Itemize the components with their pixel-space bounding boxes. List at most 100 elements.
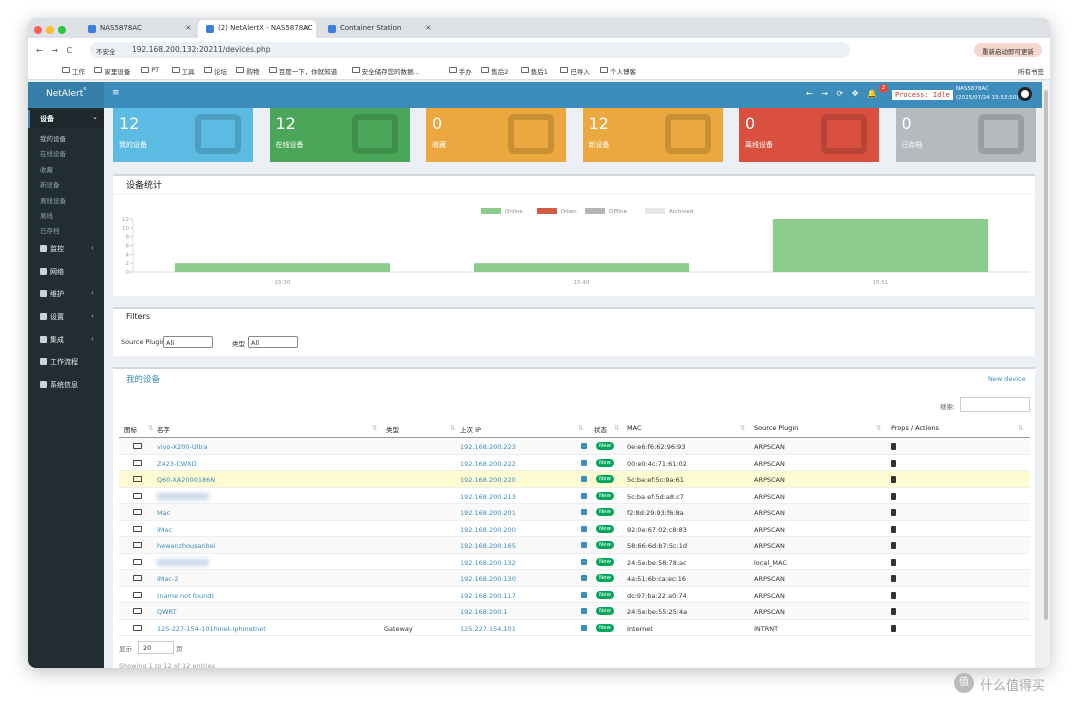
bookmark[interactable]: 手办 [448,66,472,76]
device-name[interactable]: Mac [157,509,171,517]
table-row[interactable] [119,487,1030,504]
menu-toggle[interactable]: ≡ [112,88,120,98]
device-ip[interactable]: 192.168.200.213 [460,492,516,501]
delete-icon[interactable] [891,558,896,566]
bookmark[interactable]: 已导入 [560,66,590,76]
update-button[interactable]: 重新启动即可更新 [974,43,1042,57]
bookmark[interactable]: 购物 [236,66,259,76]
sidebar-subitem[interactable]: 已存档 [40,227,60,236]
bookmark[interactable]: 售后1 [520,66,548,76]
browser-tab[interactable]: (2) NetAlertX - NAS5878AC × [198,20,316,38]
sidebar-item[interactable]: 集成 [50,336,64,344]
stat-tile[interactable]: 0 离线设备 [739,108,879,162]
new-device-link[interactable]: New device [988,375,1026,383]
sidebar-item[interactable]: 工作流程 [50,358,78,366]
device-name[interactable]: iMac-2 [157,575,179,583]
table-row[interactable] [119,471,1030,488]
sidebar-subitem[interactable]: 新设备 [40,181,60,190]
device-ip[interactable]: 192.168.200.165 [460,542,516,550]
sidebar-item[interactable]: 监控 [50,245,64,253]
device-name[interactable]: iMac [157,525,172,534]
sidebar-item[interactable]: 系统信息 [50,381,78,389]
bookmark[interactable]: 工具 [171,66,195,76]
device-ip[interactable]: 192.168.200.222 [460,459,516,468]
sidebar-item[interactable]: 设置 [50,313,64,321]
search-input[interactable] [960,397,1030,412]
table-row[interactable] [119,504,1030,521]
column-header[interactable]: Props / Actions [891,424,939,432]
delete-icon[interactable] [891,542,896,549]
bookmark[interactable]: 工作 [62,66,85,76]
browser-tab[interactable]: NAS5878AC × [80,20,198,38]
sidebar-subitem[interactable]: 在线设备 [40,150,66,159]
delete-icon[interactable] [891,591,896,599]
stat-tile[interactable]: 0 收藏 [426,108,566,162]
url-field[interactable]: 不安全 192.168.200.132:20211/devices.php [90,42,850,58]
filter-select[interactable]: All [248,336,298,348]
device-ip[interactable]: 192.168.200.1 [460,608,508,616]
delete-icon[interactable] [891,459,896,467]
sidebar-item[interactable]: 维护 [50,290,64,298]
bookmark[interactable]: 论坛 [204,66,227,76]
column-header[interactable]: 图标 [124,426,137,434]
delete-icon[interactable] [891,476,896,483]
delete-icon[interactable] [891,509,896,516]
all-bookmarks[interactable]: 所有书签 [1018,68,1044,76]
device-ip[interactable]: 192.168.200.132 [460,558,516,567]
device-name[interactable]: QWRT [157,608,177,616]
bookmark[interactable]: 售后2 [481,66,508,76]
device-ip[interactable]: 192.168.200.223 [460,443,516,451]
sidebar-subitem[interactable]: 我的设备 [40,135,66,143]
stat-tile[interactable]: 12 新设备 [582,108,723,162]
table-row[interactable] [119,619,1030,636]
sidebar-subitem[interactable]: 离线 [40,212,53,220]
sidebar-subitem[interactable]: 离线设备 [40,196,66,205]
column-header[interactable]: 名字 [157,426,170,434]
bookmark[interactable]: PT [141,66,159,74]
delete-icon[interactable] [891,525,896,533]
bookmark[interactable]: 个人博客 [600,66,636,76]
sidebar-item[interactable]: 网络 [50,268,64,276]
device-ip[interactable]: 192.168.200.117 [460,591,516,600]
stat-tile[interactable]: 12 在线设备 [269,108,410,162]
device-ip[interactable]: 192.168.200.200 [460,525,516,534]
table-row[interactable] [119,438,1030,455]
bookmark[interactable]: 家里设备 [94,66,130,76]
table-row[interactable] [119,586,1030,603]
device-name[interactable]: (name not found) [157,591,214,600]
stat-tile[interactable]: 0 已存档 [895,108,1036,162]
sidebar-item[interactable]: 设备 [40,115,54,123]
device-name[interactable]: 125-227-154-101hinet-iphinetnet [157,624,266,633]
delete-icon[interactable] [891,492,896,500]
device-name[interactable]: vivo-X200-Ultra [157,443,208,451]
delete-icon[interactable] [891,443,896,450]
delete-icon[interactable] [891,624,896,632]
table-row[interactable] [119,454,1030,471]
column-header[interactable]: 类型 [386,426,399,434]
device-ip[interactable]: 192.168.200.220 [460,476,516,484]
browser-tab[interactable]: Container Station × [320,20,438,38]
user-avatar[interactable] [1018,87,1032,101]
column-header[interactable]: MAC [627,424,642,432]
table-row[interactable] [119,570,1030,587]
device-name[interactable]: hewanzhousanbei [157,542,216,550]
page-size-select[interactable]: 20 [138,641,174,654]
delete-icon[interactable] [891,575,896,582]
bookmark[interactable]: 安全储存您的数据... [351,66,420,76]
device-ip[interactable]: 125.227.154.101 [460,624,516,633]
device-ip[interactable]: 192.168.200.201 [460,509,516,517]
device-name[interactable]: Z423-CWXD [157,459,197,468]
delete-icon[interactable] [891,608,896,615]
table-row[interactable] [119,520,1030,537]
bookmark[interactable]: 百度一下，你就知道 [268,66,337,76]
column-header[interactable]: 状态 [594,426,607,434]
sidebar-subitem[interactable]: 收藏 [40,165,53,174]
table-row[interactable] [119,553,1030,570]
column-header[interactable]: 上次 IP [460,426,481,434]
device-ip[interactable]: 192.168.200.130 [460,575,516,583]
device-name[interactable]: Q60-XA2000186N [157,476,216,484]
column-header[interactable]: Source Plugin [754,424,799,432]
filter-select[interactable]: All [163,336,213,348]
table-row[interactable] [119,537,1030,554]
stat-tile[interactable]: 12 我的设备 [113,108,253,162]
